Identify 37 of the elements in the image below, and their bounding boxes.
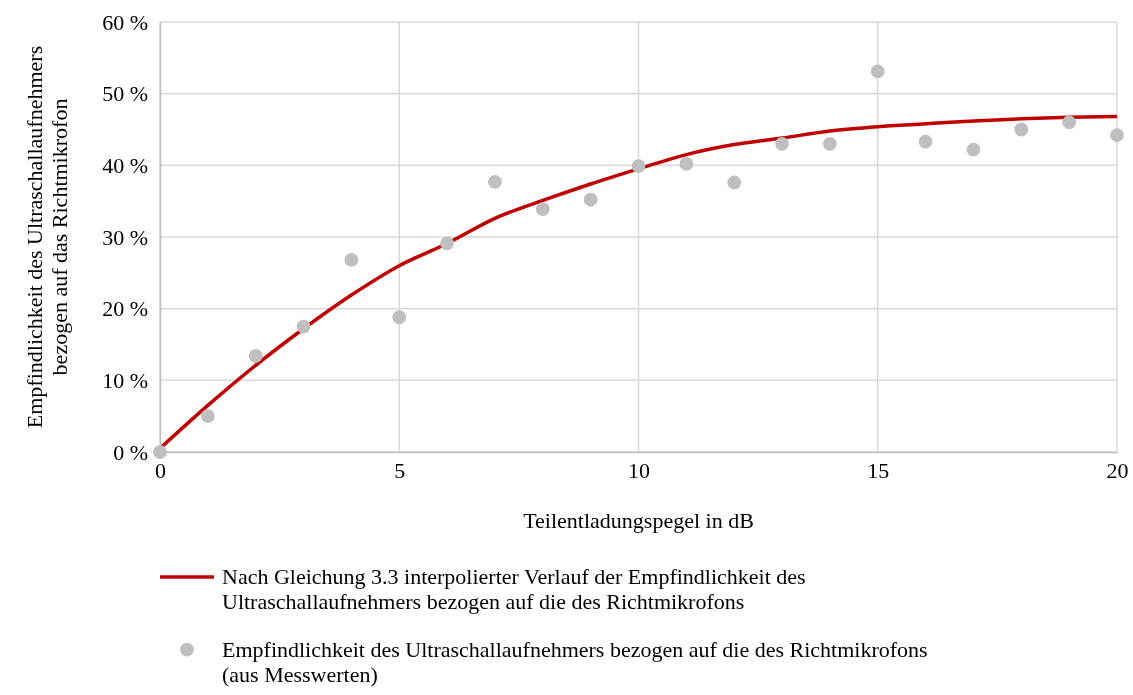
legend-label: Nach Gleichung 3.3 interpolierter Verlauf der Empfindlichkeit des Ultraschallaufnehmers bezogen auf die des Richtmikrofons xyxy=(222,564,806,615)
point xyxy=(727,175,742,190)
point xyxy=(440,236,455,251)
point xyxy=(535,202,550,216)
x-tick-label: 20 xyxy=(1106,457,1129,483)
point xyxy=(344,253,359,267)
point xyxy=(822,136,837,151)
point xyxy=(200,409,215,424)
point xyxy=(870,64,885,79)
y-tick-label: 40 % xyxy=(102,152,148,178)
x-tick-label: 5 xyxy=(394,457,406,483)
point xyxy=(392,310,407,325)
y-tick-label: 50 % xyxy=(102,81,148,107)
point xyxy=(775,136,789,151)
point xyxy=(1062,115,1077,130)
point xyxy=(1110,128,1124,143)
point xyxy=(583,192,598,207)
point xyxy=(296,319,311,334)
point xyxy=(1014,122,1029,137)
x-axis-title: Teilentladungspegel in dB xyxy=(523,508,754,533)
point xyxy=(679,157,694,171)
point xyxy=(153,445,167,459)
point xyxy=(488,174,502,189)
x-tick-label: 15 xyxy=(867,457,890,483)
point xyxy=(918,134,933,149)
y-tick-label: 30 % xyxy=(102,224,148,250)
y-tick-label: 60 % xyxy=(102,9,148,35)
x-tick-label: 10 xyxy=(628,457,650,483)
point xyxy=(248,349,263,363)
x-tick-label: 0 xyxy=(155,457,166,483)
y-tick-label: 20 % xyxy=(102,296,148,322)
legend-label: Empfindlichkeit des Ultraschallaufnehmers bezogen auf die des Richtmikrofons (aus Messwerten) xyxy=(222,636,928,687)
y-tick-label: 0 % xyxy=(113,439,148,465)
y-tick-label: 10 % xyxy=(102,367,148,393)
y-axis-title: Empfindlichkeit des Ultraschallaufnehmers bezogen auf das Richtmikrofon xyxy=(22,45,73,429)
point xyxy=(966,142,981,157)
point xyxy=(631,159,646,173)
